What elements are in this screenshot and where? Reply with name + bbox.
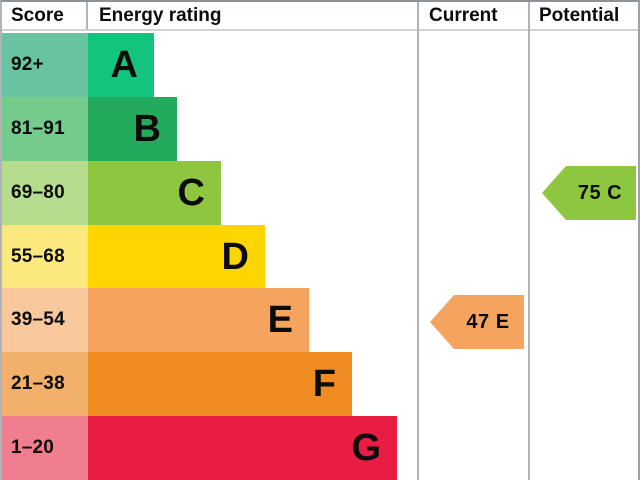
band-bar: A	[88, 33, 154, 97]
band-score: 55–68	[2, 224, 88, 289]
band-row: 55–68 D	[2, 224, 638, 289]
band-row: 21–38 F	[2, 352, 638, 417]
bands: 92+ A 81–91 B 69–80 C 55–68 D 39–54 E 21…	[2, 33, 638, 480]
band-score: 92+	[2, 33, 88, 97]
band-bar: G	[88, 416, 397, 480]
divider-current-column	[417, 2, 419, 480]
header-current: Current	[429, 4, 498, 26]
band-bar: D	[88, 224, 265, 289]
header-energy-rating: Energy rating	[99, 4, 222, 26]
band-row: 39–54 E	[2, 288, 638, 353]
potential-rating-label: 75 C	[577, 181, 623, 204]
header-potential: Potential	[539, 4, 620, 26]
band-row: 81–91 B	[2, 96, 638, 161]
band-score: 39–54	[2, 288, 88, 353]
band-row: 92+ A	[2, 33, 638, 97]
divider-potential-column	[528, 2, 530, 480]
band-row: 69–80 C	[2, 160, 638, 225]
band-score: 1–20	[2, 416, 88, 480]
header-score: Score	[2, 2, 88, 29]
chart-header-row: Score Energy rating Current Potential	[2, 2, 638, 31]
band-row: 1–20 G	[2, 416, 638, 480]
band-bar: C	[88, 160, 221, 225]
band-score: 21–38	[2, 352, 88, 417]
band-bar: E	[88, 288, 309, 353]
current-rating-label: 47 E	[466, 310, 510, 333]
band-score: 69–80	[2, 160, 88, 225]
band-bar: F	[88, 352, 352, 417]
band-score: 81–91	[2, 96, 88, 161]
band-bar: B	[88, 96, 177, 161]
